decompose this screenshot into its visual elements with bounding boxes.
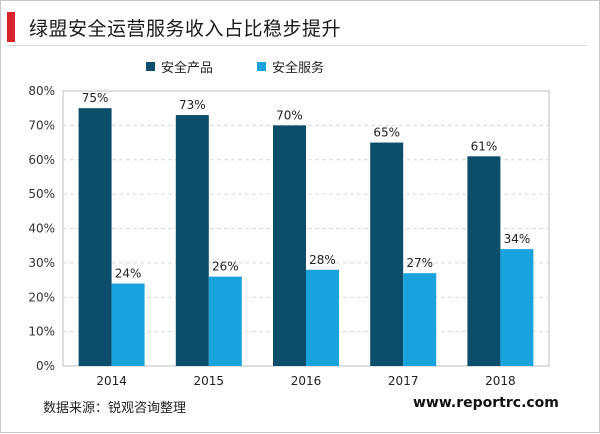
title-bar: 绿盟安全运营服务收入占比稳步提升 — [7, 11, 341, 43]
legend: 安全产品 安全服务 — [1, 53, 600, 76]
y-tick-label: 20% — [28, 290, 55, 304]
x-tick-label: 2017 — [388, 374, 419, 388]
y-tick-label: 30% — [28, 256, 55, 270]
data-label-service: 26% — [212, 260, 239, 274]
legend-item-service: 安全服务 — [257, 57, 324, 76]
legend-label-product: 安全产品 — [161, 61, 214, 76]
x-tick-label: 2018 — [485, 374, 516, 388]
chart-title: 绿盟安全运营服务收入占比稳步提升 — [29, 17, 342, 40]
x-tick-label: 2015 — [194, 374, 225, 388]
x-tick-label: 2014 — [96, 374, 127, 388]
website-url[interactable]: www.reportrc.com — [413, 395, 559, 411]
y-tick-label: 80% — [28, 84, 55, 98]
y-tick-label: 70% — [28, 118, 55, 132]
bar-service — [306, 269, 339, 366]
data-label-product: 61% — [471, 139, 498, 153]
bar-product — [78, 108, 112, 366]
y-tick-label: 60% — [28, 153, 55, 167]
y-tick-label: 0% — [36, 359, 55, 373]
data-label-product: 65% — [373, 126, 400, 140]
bar-service — [403, 273, 437, 366]
legend-label-service: 安全服务 — [272, 61, 325, 76]
data-label-product: 75% — [82, 91, 109, 105]
y-tick-label: 50% — [28, 187, 55, 201]
title-accent-bar — [7, 12, 15, 42]
bar-product — [175, 115, 209, 366]
data-label-service: 24% — [115, 267, 142, 281]
y-tick-label: 10% — [28, 325, 55, 339]
y-tick-label: 40% — [28, 222, 55, 236]
legend-item-product: 安全产品 — [146, 57, 213, 76]
x-tick-label: 2016 — [291, 374, 322, 388]
bar-service — [500, 249, 534, 366]
bar-service — [111, 283, 145, 366]
data-source-note: 数据来源：锐观咨询整理 — [43, 401, 187, 416]
bar-service — [208, 276, 242, 366]
data-label-service: 34% — [504, 232, 531, 246]
data-label-product: 70% — [276, 108, 303, 122]
bar-product — [467, 156, 501, 366]
legend-swatch-product — [146, 62, 155, 71]
data-label-service: 27% — [406, 256, 433, 270]
legend-swatch-service — [257, 62, 266, 71]
title-divider — [7, 45, 587, 46]
bar-product — [273, 125, 306, 366]
data-label-product: 73% — [179, 98, 206, 112]
bar-product — [370, 142, 404, 366]
data-label-service: 28% — [309, 253, 336, 267]
